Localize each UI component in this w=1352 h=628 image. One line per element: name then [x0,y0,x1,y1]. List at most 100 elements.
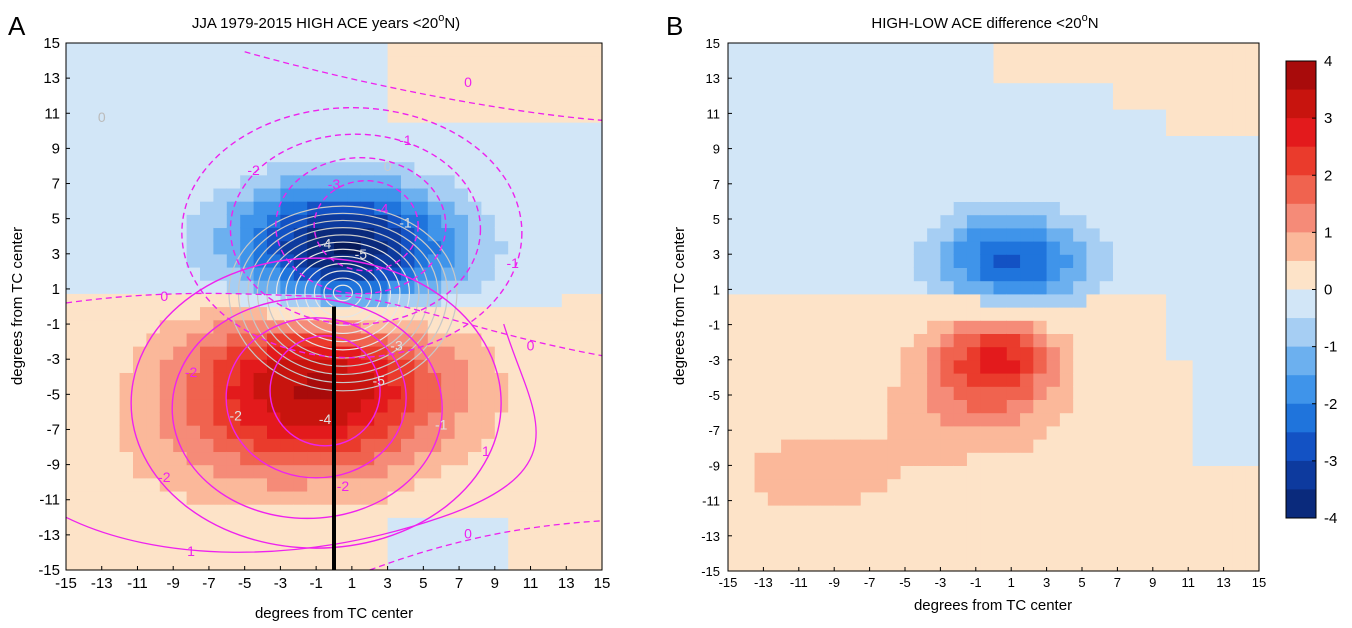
heat-cell [1033,280,1048,295]
heat-cell [754,307,769,321]
heat-cell [1179,82,1194,97]
heat-cell [133,148,147,163]
contour-label: -2 [337,478,350,494]
heat-cell [253,451,268,466]
heat-cell [387,425,402,439]
heat-cell [980,333,995,348]
heat-cell [307,148,322,163]
heat-cell [79,411,94,426]
heat-cell [427,122,442,136]
heat-cell [728,175,742,189]
heat-cell [186,82,201,97]
heat-cell [1059,544,1074,559]
heat-cell [414,161,429,176]
heat-cell [1006,491,1021,506]
heat-cell [940,307,955,321]
heat-cell [913,333,928,348]
contour-magenta [130,257,502,549]
heat-cell [468,385,482,400]
heat-cell [1059,95,1074,110]
heat-cell [320,95,335,110]
heat-cell [1152,373,1167,387]
x-tick-label: -5 [899,575,911,590]
heat-cell [794,214,809,229]
heat-cell [106,227,121,242]
heat-cell [860,161,875,176]
heat-cell [834,531,849,546]
heat-cell [548,135,563,149]
heat-cell [1192,214,1207,229]
heat-cell [940,267,955,282]
heat-cell [767,280,782,295]
heat-cell [1139,148,1154,163]
contour-label: 0 [98,109,106,125]
heat-cell [1112,148,1127,163]
heat-cell [146,95,161,110]
heat-cell [106,464,121,479]
heat-cell [807,43,822,57]
contour-label: -2 [230,408,243,424]
heat-cell [834,505,849,519]
heat-cell [159,425,174,439]
heat-cell [267,95,281,110]
heat-cell [980,227,995,242]
heat-cell [1086,491,1101,506]
heat-cell [280,280,295,294]
heat-cell [940,346,955,361]
heat-cell [401,266,415,281]
heat-cell [1099,161,1114,176]
heat-cell [66,530,80,545]
heat-cell [1152,43,1167,57]
heat-cell [1033,452,1048,466]
heat-cell [1152,465,1167,480]
heat-cell [401,43,415,57]
heat-cell [900,557,915,572]
heat-cell [953,109,968,123]
heat-cell [1179,399,1194,414]
heat-cell [1219,267,1234,282]
heat-cell [1112,280,1127,295]
heat-cell [347,122,362,136]
heat-cell [953,95,968,110]
heat-cell [728,346,742,361]
heat-cell [414,464,429,479]
heat-cell [940,241,955,255]
heat-cell [133,82,147,97]
heat-cell [334,530,348,545]
heat-cell [874,557,888,572]
heat-cell [200,385,214,400]
heat-cell [1020,280,1034,295]
heat-cell [1139,69,1154,84]
heat-cell [1179,135,1194,150]
heat-cell [834,412,849,427]
heat-cell [807,373,822,387]
heat-cell [226,201,241,215]
heat-cell [307,556,322,571]
heat-cell [414,148,429,163]
heat-cell [781,241,795,255]
heat-cell [173,43,188,57]
colorbar-tick-label: -2 [1324,396,1337,413]
heat-cell [561,372,576,387]
heat-cell [1099,82,1114,97]
heat-cell [1152,175,1167,189]
heat-cell [1179,95,1194,110]
heat-cell [728,465,742,480]
heat-cell [508,187,523,202]
heat-cell [1126,333,1141,348]
heat-cell [468,438,482,453]
heat-cell [1073,399,1088,414]
heat-cell [1126,82,1141,97]
heat-cell [1099,201,1114,216]
heat-cell [334,69,348,84]
heat-cell [66,174,80,189]
colorbar-segment [1286,489,1316,519]
heat-cell [1112,56,1127,70]
heat-cell [468,227,482,242]
heat-cell [820,241,835,255]
heat-cell [781,293,795,308]
heat-cell [728,201,742,216]
heat-cell [186,451,201,466]
heat-cell [1086,188,1101,202]
heat-cell [1073,452,1088,466]
